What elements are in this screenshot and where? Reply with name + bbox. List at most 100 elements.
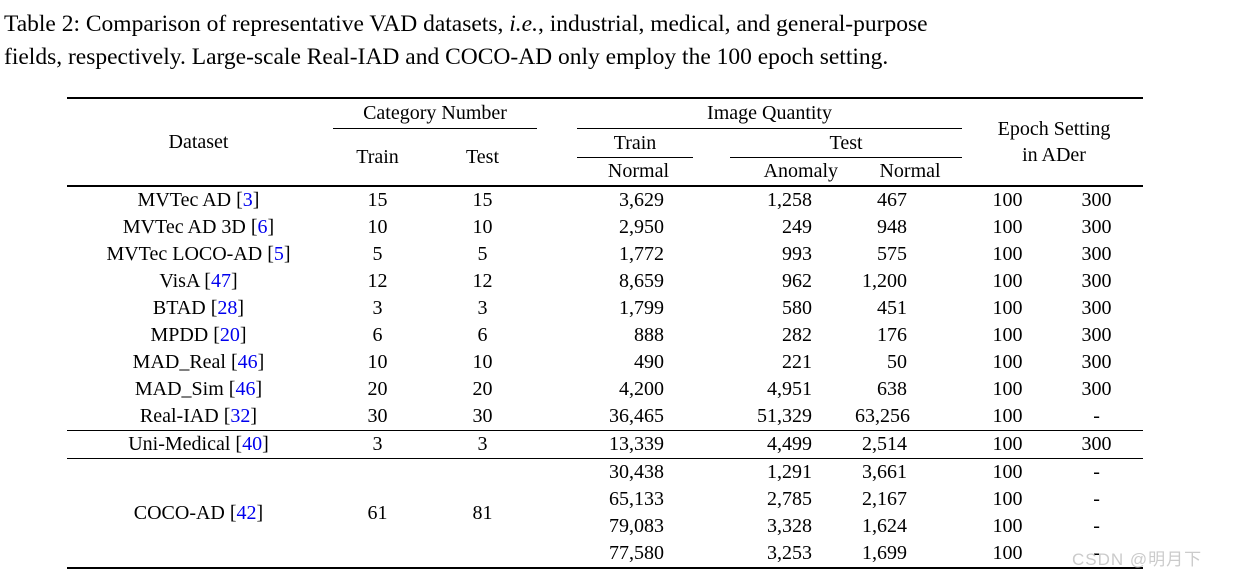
train-normal-header: Normal [607, 160, 670, 182]
table-row: Real-IAD [32] 30 30 36,465 51,329 63,256 100 - [67, 403, 1143, 431]
epoch-100-cell: 100 [992, 297, 1023, 319]
test-anomaly-cell: 2,785 [767, 488, 813, 510]
citation-link[interactable]: 3 [242, 189, 253, 211]
table-row: COCO-AD [42] 61 81 30,438 1,291 3,661 100- [67, 458, 1144, 568]
citation-link[interactable]: 5 [273, 243, 284, 265]
category-train-cell: 5 [372, 243, 383, 265]
train-normal-cell: 8,659 [619, 270, 665, 292]
test-anomaly-cell: 1,258 [767, 189, 813, 211]
dataset-column-header: Dataset [168, 130, 229, 153]
test-normal-cell: 948 [877, 216, 908, 238]
epoch-setting-line2: in ADer [1022, 144, 1086, 166]
train-normal-cell: 888 [634, 324, 665, 346]
category-test-cell: 3 [425, 430, 541, 459]
test-anomaly-cell: 282 [782, 324, 813, 346]
citation-link[interactable]: 32 [230, 405, 251, 427]
image-test-header: Test [730, 129, 963, 158]
dataset-cell: MAD_Real [46] [132, 351, 265, 373]
table-row: Uni-Medical [40] 3 3 13,339 4,499 2,514 100 300 [67, 430, 1144, 459]
citation-link[interactable]: 6 [257, 216, 268, 238]
category-train-header: Train [356, 145, 399, 168]
category-test-cell: 3 [477, 297, 488, 319]
citation-link[interactable]: 47 [210, 270, 231, 292]
citation-link[interactable]: 42 [236, 501, 257, 524]
epoch-100-cell: 100 [992, 351, 1023, 373]
caption-line-2: fields, respectively. Large-scale Real-I… [4, 44, 889, 70]
train-normal-cell: 1,772 [619, 243, 665, 265]
table-row: MVTec AD 3D [6] 10 10 2,950 249 948 100 300 [67, 214, 1143, 241]
category-train-cell: 3 [372, 297, 383, 319]
test-anomaly-cell: 4,951 [767, 378, 813, 400]
train-normal-cell: 30,438 [540, 458, 706, 486]
test-normal-cell: 63,256 [855, 405, 911, 427]
test-anomaly-cell: 4,499 [705, 430, 856, 459]
epoch-100-cell: 100 [965, 430, 1051, 459]
train-normal-cell: 490 [634, 351, 665, 373]
citation-link[interactable]: 20 [219, 324, 240, 346]
train-normal-cell: 3,629 [619, 189, 665, 211]
dataset-cell: Uni-Medical [40] [67, 430, 330, 459]
test-normal-cell: 3,661 [855, 458, 966, 486]
epoch-300-cell: 300 [1081, 378, 1112, 400]
train-normal-cell: 65,133 [609, 488, 665, 510]
table-row: MVTec AD [3] 15 15 3,629 1,258 467 100 300 [67, 186, 1143, 214]
train-normal-cell: 36,465 [609, 405, 665, 427]
test-normal-cell: 467 [877, 189, 908, 211]
test-normal-header: Normal [879, 160, 941, 182]
epoch-300-cell: - [1093, 405, 1100, 427]
citation-link[interactable]: 28 [217, 297, 238, 319]
dataset-cell: MVTec LOCO-AD [5] [106, 243, 291, 265]
epoch-300-cell: - [1093, 542, 1100, 564]
train-normal-cell: 13,339 [540, 430, 706, 459]
table-row: VisA [47] 12 12 8,659 962 1,200 100 300 [67, 268, 1143, 295]
citation-link[interactable]: 40 [242, 433, 263, 455]
epoch-100-cell: 100 [992, 378, 1023, 400]
epoch-300-cell: 300 [1081, 270, 1112, 292]
train-normal-cell: 2,950 [619, 216, 665, 238]
caption-text: , industrial, medical, and general-purpo… [537, 11, 928, 37]
category-test-cell: 10 [472, 351, 493, 373]
dataset-cell: COCO-AD [42] [67, 458, 330, 568]
dataset-cell: Real-IAD [32] [139, 405, 258, 427]
image-train-header: Train [577, 129, 694, 158]
category-train-cell: 61 [330, 458, 425, 568]
test-normal-cell: 50 [887, 351, 908, 373]
category-train-cell: 30 [367, 405, 388, 427]
caption-line-1: Table 2: Comparison of representative VA… [4, 8, 1232, 41]
test-normal-cell: 575 [877, 243, 908, 265]
dataset-cell: MPDD [20] [150, 324, 247, 346]
test-anomaly-header: Anomaly [763, 160, 839, 182]
caption-italic-ie: i.e. [509, 11, 538, 37]
table-row: MPDD [20] 6 6 888 282 176 100 300 [67, 322, 1143, 349]
epoch-300-cell: 300 [1081, 351, 1112, 373]
category-train-cell: 3 [330, 430, 425, 459]
category-test-cell: 10 [472, 216, 493, 238]
test-anomaly-cell: 221 [782, 351, 813, 373]
test-anomaly-cell: 962 [782, 270, 813, 292]
test-normal-cell: 1,200 [862, 270, 908, 292]
table-body: MVTec AD [3] 15 15 3,629 1,258 467 100 300 MVTec… [67, 186, 1144, 568]
epoch-100-cell: 100 [965, 458, 1051, 486]
category-train-cell: 20 [367, 378, 388, 400]
test-normal-cell: 1,699 [862, 542, 908, 564]
image-quantity-header: Image Quantity [577, 99, 963, 129]
test-anomaly-cell: 1,291 [705, 458, 856, 486]
test-normal-cell: 1,624 [862, 515, 908, 537]
test-normal-cell: 638 [877, 378, 908, 400]
table-row: 77,580 3,253 1,699 100 - [67, 540, 1143, 568]
citation-link[interactable]: 46 [235, 378, 256, 400]
category-train-cell: 10 [367, 351, 388, 373]
epoch-100-cell: 100 [992, 243, 1023, 265]
epoch-300-cell: 300 [1081, 189, 1112, 211]
vad-datasets-table: Dataset Category Number Image Quantity E… [67, 97, 1144, 569]
category-test-cell: 6 [477, 324, 488, 346]
epoch-300-cell: 300 [1081, 216, 1112, 238]
epoch-300-cell: - [1093, 515, 1100, 537]
test-normal-cell: 176 [877, 324, 908, 346]
citation-link[interactable]: 46 [237, 351, 258, 373]
category-test-cell: 12 [472, 270, 493, 292]
test-normal-cell: 2,514 [855, 430, 966, 459]
caption-text: Table 2: Comparison of representative VA… [4, 11, 510, 37]
test-anomaly-cell: 993 [782, 243, 813, 265]
epoch-100-cell: 100 [992, 270, 1023, 292]
